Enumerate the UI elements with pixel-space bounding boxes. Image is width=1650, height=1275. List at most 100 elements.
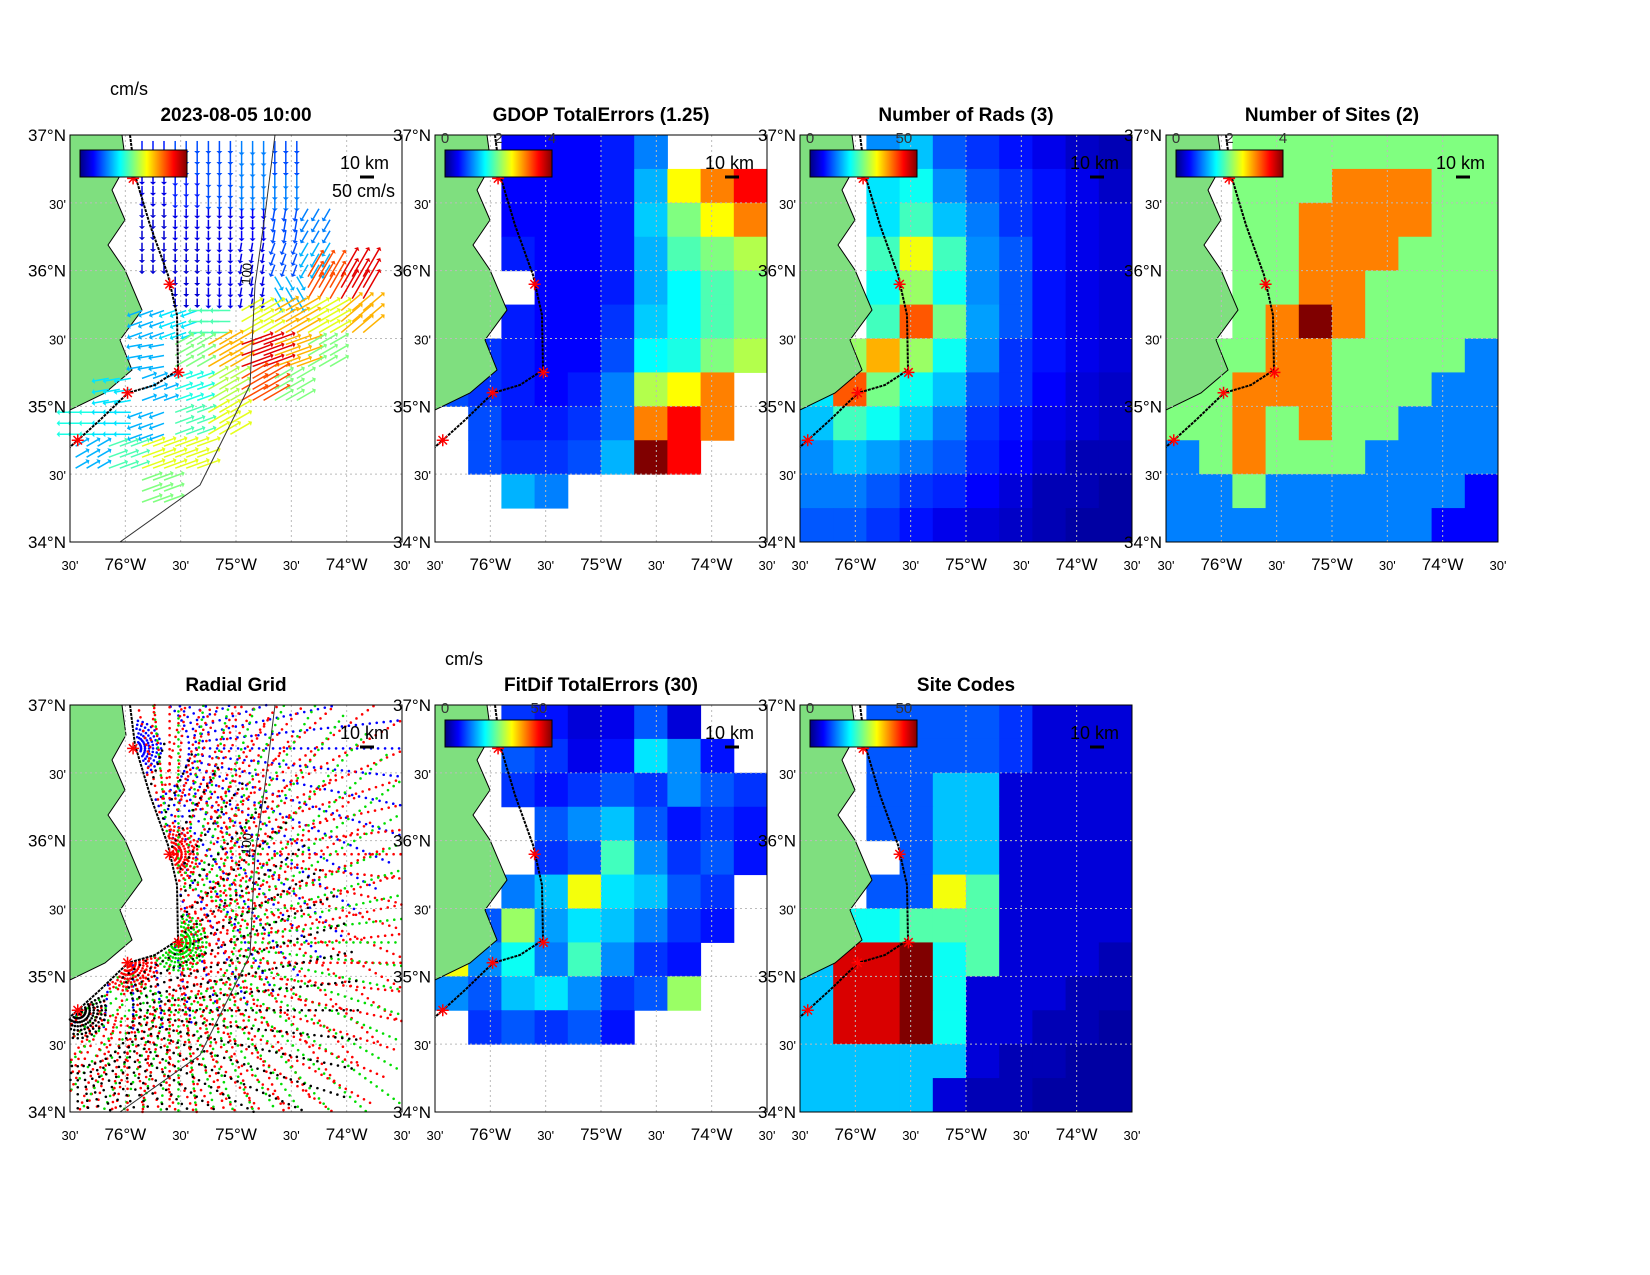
current-arrow <box>141 448 163 458</box>
radial-grid-point <box>343 995 347 998</box>
heatmap-cell <box>1398 474 1433 509</box>
current-arrow-head <box>150 260 156 264</box>
heatmap-cell <box>1199 474 1233 509</box>
radial-grid-point <box>308 795 311 799</box>
current-arrow-head <box>169 323 174 330</box>
lon-tick-label: 75°W <box>215 555 257 574</box>
current-arrow-head <box>189 392 194 398</box>
current-arrow-head <box>148 354 152 361</box>
current-arrow-head <box>290 251 297 255</box>
radial-grid-point <box>313 1039 316 1043</box>
radial-grid-point <box>380 898 384 901</box>
radial-grid-point <box>176 839 179 842</box>
radial-grid-point <box>130 985 134 988</box>
radial-grid-point <box>271 939 275 943</box>
current-arrow-head <box>298 263 305 268</box>
current-arrow-head <box>209 307 213 314</box>
radial-grid-point <box>270 1025 274 1029</box>
current-arrow-head <box>212 343 217 349</box>
radial-grid-point <box>195 956 199 960</box>
radial-grid-point <box>245 719 248 723</box>
radial-grid-point <box>228 904 231 907</box>
site-marker <box>1268 366 1281 379</box>
radial-grid-point <box>184 852 187 856</box>
current-arrow-head <box>56 409 60 416</box>
heatmap-cell <box>1065 135 1100 170</box>
radial-grid-point <box>201 945 205 949</box>
current-arrow-head <box>102 420 106 427</box>
radial-grid-point <box>192 946 195 950</box>
heatmap-cell <box>1464 440 1499 475</box>
heatmap-cell <box>700 236 735 272</box>
current-arrow-head <box>281 318 286 325</box>
radial-grid-point <box>370 874 373 877</box>
radial-grid-point <box>307 838 311 841</box>
heatmap-cell <box>1232 406 1267 441</box>
radial-grid-point <box>206 1078 209 1081</box>
site-marker-stroke <box>894 279 905 290</box>
radial-grid-point <box>200 718 204 721</box>
radial-grid-point <box>274 951 278 954</box>
radial-grid-point <box>296 909 299 913</box>
radial-grid-point <box>281 770 285 774</box>
radial-grid-point <box>77 1057 80 1061</box>
radial-grid-point <box>187 876 191 880</box>
current-arrow <box>323 208 331 220</box>
radial-grid-point <box>300 943 303 946</box>
radial-grid-point <box>321 836 325 840</box>
current-arrow-head <box>260 227 267 231</box>
current-arrow-head <box>239 329 244 335</box>
radial-grid-point <box>215 862 218 866</box>
radial-grid-point <box>182 1023 186 1027</box>
radial-grid-point <box>188 968 192 971</box>
radial-grid-point <box>311 922 314 925</box>
current-arrow <box>296 335 321 346</box>
lon-tick-label: 74°W <box>691 555 733 574</box>
radial-grid-point <box>186 831 189 835</box>
radial-grid-point <box>259 852 262 856</box>
radial-grid-point <box>150 975 154 979</box>
radial-grid-point <box>126 1108 129 1112</box>
radial-grid-point <box>147 1047 151 1051</box>
heatmap-cell <box>634 406 668 441</box>
heatmap-cell <box>1098 372 1133 407</box>
radial-grid-point <box>98 1091 102 1095</box>
radial-grid-point <box>242 1019 245 1022</box>
heatmap-cell <box>966 304 1000 339</box>
lat-tick-label: 30' <box>779 468 796 483</box>
radial-grid-point <box>355 747 359 750</box>
current-arrow-head <box>205 249 212 253</box>
heatmap-cell <box>733 304 768 339</box>
site-marker-stroke <box>1218 387 1229 398</box>
radial-grid-point <box>266 961 269 965</box>
lat-tick-label: 34°N <box>758 533 796 552</box>
radial-grid-point <box>201 977 205 981</box>
radial-grid-point <box>196 1057 199 1061</box>
radial-grid-point <box>260 978 263 981</box>
current-arrow <box>119 461 137 469</box>
current-arrow <box>97 461 110 469</box>
radial-grid-point <box>250 887 254 891</box>
radial-grid-point <box>213 809 217 813</box>
radial-grid-point <box>253 949 257 952</box>
current-arrow <box>340 249 358 278</box>
radial-grid-point <box>289 782 293 786</box>
radial-grid-point <box>307 968 310 972</box>
lat-tick-label: 35°N <box>1124 397 1162 416</box>
heatmap-cell <box>1098 202 1133 238</box>
radial-grid-point <box>334 1002 338 1006</box>
heatmap-cell <box>1298 202 1333 238</box>
current-arrow-head <box>190 332 195 338</box>
current-arrow-head <box>281 218 288 222</box>
current-arrow-head <box>56 420 60 427</box>
radial-grid-point <box>302 927 306 931</box>
current-arrow-head <box>135 459 140 466</box>
radial-grid-point <box>178 789 182 792</box>
radial-grid-point <box>284 1088 287 1091</box>
radial-grid-point <box>185 1000 189 1004</box>
radial-grid-point <box>187 752 191 756</box>
radial-grid-point <box>198 862 201 865</box>
radial-grid-point <box>209 790 212 794</box>
radial-grid-point <box>180 839 183 843</box>
radial-grid-point <box>276 1040 280 1044</box>
